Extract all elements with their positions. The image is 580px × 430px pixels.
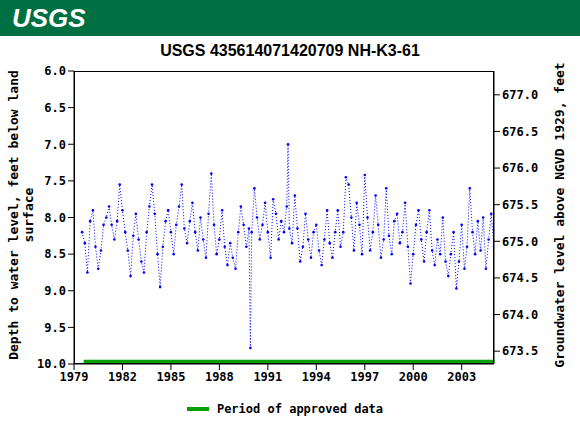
- svg-text:675.0: 675.0: [502, 235, 538, 249]
- svg-text:1979: 1979: [60, 370, 89, 384]
- svg-text:673.5: 673.5: [502, 344, 538, 358]
- html-text:Period of approved data: Period of approved data: [216, 402, 384, 416]
- html-text:USGS 435614071420709 NH-K3-61: USGS 435614071420709 NH-K3-61: [160, 42, 420, 59]
- svg-text:1994: 1994: [302, 370, 331, 384]
- svg-text:674.5: 674.5: [502, 271, 538, 285]
- svg-text:1988: 1988: [205, 370, 234, 384]
- svg-text:676.5: 676.5: [502, 125, 538, 139]
- svg-text:9.5: 9.5: [44, 321, 66, 335]
- svg-text:7.5: 7.5: [44, 174, 66, 188]
- html-text:Depth to water level, feet bel: Depth to water level, feet below land su…: [6, 70, 36, 360]
- svg-text:7.0: 7.0: [44, 138, 66, 152]
- svg-text:677.0: 677.0: [502, 88, 538, 102]
- svg-text:6.0: 6.0: [44, 64, 66, 78]
- svg-text:10.0: 10.0: [37, 357, 66, 371]
- svg-text:8.0: 8.0: [44, 211, 66, 225]
- svg-text:9.0: 9.0: [44, 284, 66, 298]
- html-text:USGS: USGS: [12, 3, 86, 33]
- svg-text:676.0: 676.0: [502, 161, 538, 175]
- svg-text:1985: 1985: [156, 370, 185, 384]
- svg-text:1982: 1982: [108, 370, 137, 384]
- svg-text:2000: 2000: [399, 370, 428, 384]
- svg-text:8.5: 8.5: [44, 247, 66, 261]
- svg-text:6.5: 6.5: [44, 101, 66, 115]
- svg-text:675.5: 675.5: [502, 198, 538, 212]
- svg-text:1991: 1991: [253, 370, 282, 384]
- svg-text:674.0: 674.0: [502, 308, 538, 322]
- svg-text:2003: 2003: [447, 370, 476, 384]
- svg-text:1997: 1997: [350, 370, 379, 384]
- html-text:Groundwater level above NGVD 1: Groundwater level above NGVD 1929, feet: [552, 62, 567, 368]
